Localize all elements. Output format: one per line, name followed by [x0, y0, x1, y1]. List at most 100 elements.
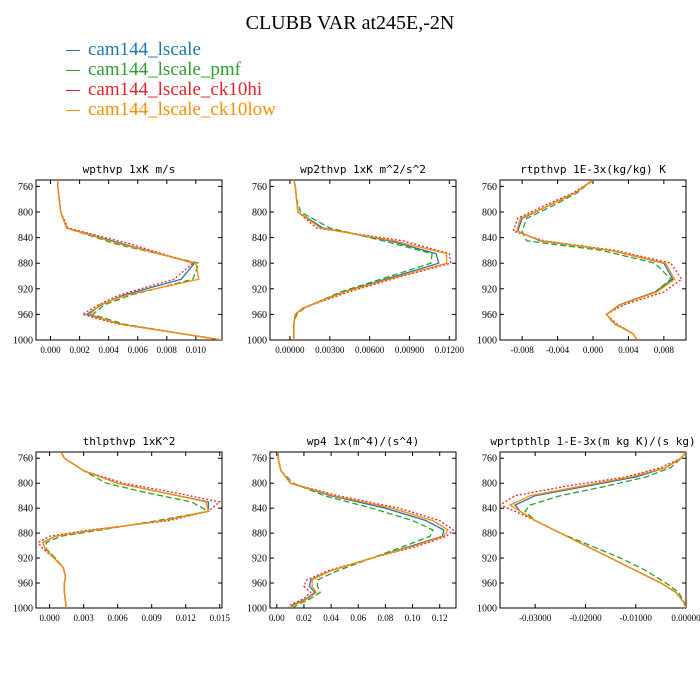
x-tick-label: 0.00300 [315, 345, 345, 355]
y-tick-label: 880 [18, 529, 33, 540]
y-tick-label: 920 [18, 284, 33, 295]
y-tick-label: 880 [482, 529, 497, 540]
legend-label: cam144_lscale_ck10hi [88, 79, 263, 100]
y-tick-label: 960 [252, 579, 267, 590]
panel-title: wp4 1x(m^4)/(s^4) [307, 435, 420, 448]
x-tick-label: 0.06 [350, 613, 366, 623]
legend-swatch [66, 50, 80, 52]
legend-swatch [66, 90, 80, 92]
y-tick-label: 920 [482, 554, 497, 565]
series-line-cam144-lscale [293, 180, 440, 340]
x-tick-label: 0.003 [74, 613, 95, 623]
legend-swatch [66, 70, 80, 72]
legend-label: cam144_lscale_pmf [88, 59, 242, 80]
series-line-cam144-lscale [514, 452, 686, 608]
series-line-cam144-lscale [57, 180, 222, 340]
x-tick-label: 0.008 [654, 345, 675, 355]
x-tick-label: 0.015 [210, 613, 231, 623]
y-tick-label: 800 [252, 479, 267, 490]
x-tick-label: 0.004 [99, 345, 120, 355]
y-tick-label: 840 [18, 504, 33, 515]
x-tick-label: 0.00 [269, 613, 285, 623]
x-tick-label: 0.000 [39, 613, 60, 623]
y-tick-label: 840 [482, 504, 497, 515]
series-line-cam144-lscale-pmf [293, 180, 433, 340]
x-tick-label: 0.006 [108, 613, 129, 623]
series-line-cam144-lscale-ck10low [293, 180, 448, 340]
y-tick-label: 800 [482, 479, 497, 490]
y-tick-label: 960 [18, 310, 33, 321]
y-tick-label: 880 [482, 259, 497, 270]
panel-title: rtpthvp 1E-3x(kg/kg) K [520, 163, 666, 176]
x-tick-label: 0.000 [583, 345, 604, 355]
figure-title: CLUBB VAR at245E,-2N [245, 12, 455, 34]
y-tick-label: 960 [252, 310, 267, 321]
x-tick-label: 0.04 [323, 613, 339, 623]
x-tick-label: 0.02 [296, 613, 312, 623]
series-line-cam144-lscale-pmf [45, 452, 211, 608]
y-tick-label: 760 [252, 454, 267, 465]
y-tick-label: 920 [18, 554, 33, 565]
x-tick-label: 0.00600 [355, 345, 385, 355]
x-tick-label: 0.00000 [275, 345, 305, 355]
legend-item-cam144-lscale-pmf: cam144_lscale_pmf [66, 60, 276, 80]
series-line-cam144-lscale-ck10hi [293, 180, 452, 340]
series-line-cam144-lscale-pmf [57, 180, 222, 340]
y-tick-label: 1000 [477, 336, 497, 347]
y-tick-label: 960 [18, 579, 33, 590]
plot-frame [499, 179, 687, 341]
y-tick-label: 880 [252, 259, 267, 270]
panel-title: wp2thvp 1xK m^2/s^2 [300, 163, 426, 176]
y-tick-label: 960 [482, 579, 497, 590]
plot-frame [269, 451, 457, 609]
legend: cam144_lscale cam144_lscale_pmf cam144_l… [66, 40, 276, 120]
y-tick-label: 800 [252, 208, 267, 219]
series-line-cam144-lscale-ck10hi [37, 452, 222, 608]
plot-frame [269, 179, 457, 341]
y-tick-label: 920 [252, 284, 267, 295]
legend-label: cam144_lscale_ck10low [88, 99, 276, 120]
x-tick-label: 0.006 [128, 345, 149, 355]
legend-item-cam144-lscale-ck10hi: cam144_lscale_ck10hi [66, 80, 276, 100]
y-tick-label: 960 [482, 310, 497, 321]
y-tick-label: 920 [482, 284, 497, 295]
panel-title: thlpthvp 1xK^2 [83, 435, 176, 448]
series-line-cam144-lscale-pmf [524, 452, 686, 608]
y-tick-label: 1000 [13, 336, 33, 347]
x-tick-label: -0.02000 [569, 613, 602, 623]
legend-swatch [66, 110, 80, 112]
legend-item-cam144-lscale: cam144_lscale [66, 40, 276, 60]
x-tick-label: 0.008 [157, 345, 178, 355]
plot-frame [35, 451, 223, 609]
plot-frame [35, 179, 223, 341]
series-line-cam144-lscale-ck10low [41, 452, 210, 608]
x-tick-label: 0.004 [618, 345, 639, 355]
x-tick-label: 0.012 [176, 613, 196, 623]
x-tick-label: 0.010 [186, 345, 207, 355]
series-line-cam144-lscale-ck10hi [512, 180, 683, 340]
x-tick-label: -0.004 [546, 345, 570, 355]
y-tick-label: 840 [252, 504, 267, 515]
y-tick-label: 800 [18, 479, 33, 490]
y-tick-label: 880 [252, 529, 267, 540]
legend-item-cam144-lscale-ck10low: cam144_lscale_ck10low [66, 100, 276, 120]
series-line-cam144-lscale-ck10low [277, 452, 449, 608]
series-line-cam144-lscale-pmf [277, 452, 434, 608]
x-tick-label: 0.000 [40, 345, 61, 355]
x-tick-label: 0.009 [142, 613, 163, 623]
series-line-cam144-lscale-ck10low [516, 180, 676, 340]
y-tick-label: 760 [18, 182, 33, 193]
plot-frame [499, 451, 687, 609]
series-line-cam144-lscale-ck10low [508, 452, 686, 608]
y-tick-label: 760 [482, 454, 497, 465]
x-tick-label: -0.008 [511, 345, 535, 355]
y-tick-label: 760 [18, 454, 33, 465]
panel-title: wprtpthlp 1-E-3x(m kg K)/(s kg) [490, 435, 695, 448]
series-line-cam144-lscale-ck10hi [277, 452, 455, 608]
series-line-cam144-lscale-ck10low [57, 180, 222, 340]
x-tick-label: -0.03000 [519, 613, 552, 623]
y-tick-label: 1000 [247, 604, 267, 615]
y-tick-label: 880 [18, 259, 33, 270]
x-tick-label: 0.00000 [671, 613, 700, 623]
x-tick-label: 0.12 [432, 613, 448, 623]
